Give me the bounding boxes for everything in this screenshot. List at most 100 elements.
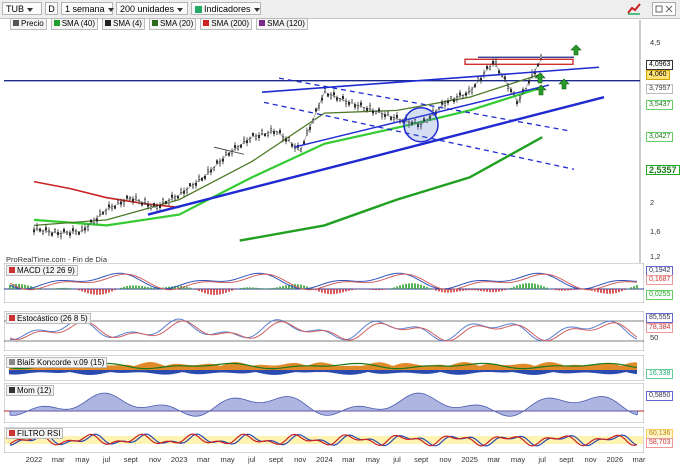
chevron-down-icon <box>107 7 114 12</box>
price-candle <box>504 76 507 80</box>
price-candle <box>327 93 330 97</box>
x-tick-label: sept <box>123 455 138 464</box>
price-tick-2: 2 <box>650 198 655 207</box>
legend-label: SMA (20) <box>159 19 194 28</box>
price-candle <box>471 89 474 93</box>
price-candle <box>387 111 390 115</box>
legend-swatch <box>53 20 60 26</box>
price-candle <box>363 107 366 111</box>
inner-channel-line <box>293 84 550 148</box>
price-candle <box>342 96 345 99</box>
indicators-label: Indicadores <box>204 4 251 14</box>
stochastic-panel[interactable] <box>4 311 644 351</box>
macd-panel[interactable] <box>4 263 644 303</box>
price-candle <box>381 113 384 117</box>
legend-item-4[interactable]: SMA (200) <box>200 18 253 30</box>
price-candle <box>113 205 116 209</box>
chart-settings-icon[interactable] <box>627 2 641 15</box>
x-tick-label: 2025 <box>461 455 478 464</box>
price-candle <box>324 88 327 92</box>
price-candle <box>498 70 501 74</box>
annotation-line <box>213 146 245 155</box>
koncorde-value: 16,338 <box>646 369 674 379</box>
price-candle <box>54 229 57 232</box>
price-candle <box>423 118 426 122</box>
up-arrow-shape <box>558 78 570 90</box>
price-candle <box>453 99 456 103</box>
price-candle <box>420 123 423 127</box>
koncorde-panel[interactable] <box>4 355 644 381</box>
chevron-down-icon <box>27 7 33 12</box>
last-price-label: 4,0963 <box>646 60 674 70</box>
momentum-swatch <box>9 387 15 393</box>
price-candle <box>459 92 462 96</box>
price-candle <box>450 96 453 100</box>
legend-item-1[interactable]: SMA (40) <box>50 18 99 30</box>
macd-line <box>9 272 638 290</box>
momentum-panel[interactable] <box>4 383 644 423</box>
price-candle <box>63 229 66 232</box>
level-label-2: 3,5437 <box>646 100 674 110</box>
legend-item-0[interactable]: Precio <box>10 18 47 30</box>
rsi-filter-swatch <box>9 430 15 436</box>
macd-swatch <box>9 267 15 273</box>
interval-button[interactable]: D <box>45 2 58 15</box>
up-arrow-icon-2 <box>558 78 570 90</box>
legend-label: SMA (200) <box>211 19 250 28</box>
price-candle <box>390 116 393 120</box>
highlight-circle <box>403 106 439 143</box>
price-candle <box>164 201 167 204</box>
chevron-down-icon <box>177 7 184 12</box>
stochastic-value-2: 78,384 <box>646 323 674 333</box>
x-tick-label: sept <box>559 455 574 464</box>
price-candle <box>261 130 264 134</box>
price-candle <box>131 198 134 202</box>
legend-item-5[interactable]: SMA (120) <box>256 18 308 30</box>
price-candle <box>378 108 381 112</box>
stochastic-label: Estocástico (26 8 5) <box>6 313 91 324</box>
window-controls[interactable] <box>652 2 676 16</box>
price-candle <box>188 183 191 187</box>
mark-price-label: 4,060 <box>646 70 670 80</box>
stochastic-tick-50: 50 <box>650 333 659 342</box>
ticker-label: TUB <box>6 4 24 14</box>
price-candle <box>45 227 48 231</box>
source-footer: ProRealTime.com - Fin de Día <box>6 255 108 264</box>
plot-background <box>4 20 675 265</box>
series-line-4 <box>239 136 543 242</box>
legend-item-3[interactable]: SMA (20) <box>148 18 197 30</box>
price-chart[interactable] <box>4 20 675 265</box>
price-candle <box>173 196 176 200</box>
price-box-marker <box>464 58 574 65</box>
legend-swatch <box>151 20 158 26</box>
units-select[interactable]: 200 unidades <box>116 2 188 15</box>
macd-label: MACD (12 26 9) <box>6 265 78 276</box>
x-tick-label: 2023 <box>170 455 188 464</box>
price-candle <box>336 97 339 101</box>
rsi-filter-panel[interactable] <box>4 427 644 453</box>
period-select[interactable]: 1 semana <box>61 2 114 15</box>
ticker-select[interactable]: TUB <box>2 2 42 15</box>
indicators-button[interactable]: Indicadores <box>191 2 261 15</box>
koncorde-swatch <box>9 359 15 365</box>
price-candle <box>179 189 182 193</box>
rsi-red-line <box>9 433 638 447</box>
x-tick-label: sept <box>268 455 284 464</box>
stochastic-value-1: 85,555 <box>646 313 674 323</box>
up-arrow-shape <box>534 72 546 84</box>
price-candle <box>369 105 372 109</box>
price-candle <box>251 132 254 136</box>
price-candle <box>206 169 209 172</box>
x-tick-label: jul <box>393 455 401 464</box>
x-tick-label: nov <box>584 455 597 464</box>
price-candle <box>152 203 155 206</box>
x-tick-label: may <box>220 455 235 464</box>
price-candle <box>257 135 260 139</box>
price-candle <box>375 110 378 114</box>
indicators-icon <box>195 6 202 13</box>
main-legend: Precio SMA (40) SMA (4) SMA (20) SMA (200) SM… <box>10 18 312 30</box>
x-tick-label: jul <box>538 455 546 464</box>
legend-item-2[interactable]: SMA (4) <box>102 18 145 30</box>
chevron-down-icon <box>253 7 260 12</box>
price-candle <box>270 128 273 132</box>
